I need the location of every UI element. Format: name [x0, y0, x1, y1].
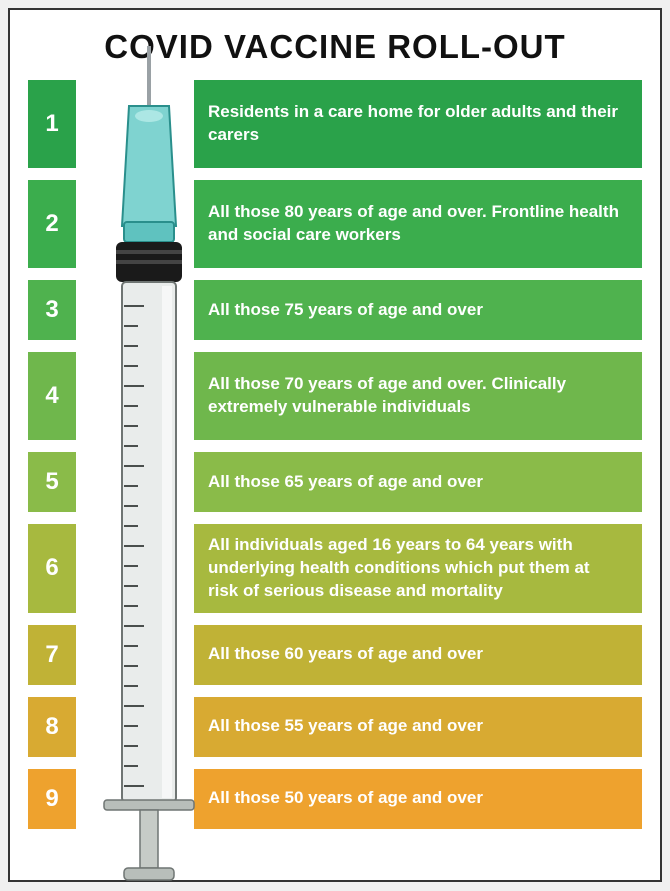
priority-number: 7	[28, 625, 76, 685]
priority-number: 4	[28, 352, 76, 440]
infographic-frame: COVID VACCINE ROLL-OUT	[8, 8, 662, 882]
syringe-gap	[76, 625, 194, 685]
priority-description: All those 65 years of age and over	[194, 452, 642, 512]
priority-row: 3 All those 75 years of age and over	[28, 280, 642, 340]
priority-number: 3	[28, 280, 76, 340]
priority-row: 1 Residents in a care home for older adul…	[28, 80, 642, 168]
syringe-gap	[76, 280, 194, 340]
syringe-gap	[76, 352, 194, 440]
priority-number: 1	[28, 80, 76, 168]
priority-description: All those 60 years of age and over	[194, 625, 642, 685]
priority-description: Residents in a care home for older adult…	[194, 80, 642, 168]
priority-row: 5 All those 65 years of age and over	[28, 452, 642, 512]
priority-row: 7 All those 60 years of age and over	[28, 625, 642, 685]
priority-number: 5	[28, 452, 76, 512]
syringe-gap	[76, 80, 194, 168]
syringe-gap	[76, 697, 194, 757]
syringe-gap	[76, 769, 194, 829]
priority-row: 4 All those 70 years of age and over. Cli…	[28, 352, 642, 440]
syringe-gap	[76, 180, 194, 268]
priority-description: All those 70 years of age and over. Clin…	[194, 352, 642, 440]
priority-description: All those 80 years of age and over. Fron…	[194, 180, 642, 268]
priority-description: All those 55 years of age and over	[194, 697, 642, 757]
syringe-gap	[76, 524, 194, 613]
priority-number: 6	[28, 524, 76, 613]
priority-rows: 1 Residents in a care home for older adul…	[28, 80, 642, 829]
priority-description: All those 75 years of age and over	[194, 280, 642, 340]
syringe-gap	[76, 452, 194, 512]
priority-description: All those 50 years of age and over	[194, 769, 642, 829]
priority-number: 8	[28, 697, 76, 757]
priority-number: 9	[28, 769, 76, 829]
priority-row: 8 All those 55 years of age and over	[28, 697, 642, 757]
priority-number: 2	[28, 180, 76, 268]
priority-row: 9 All those 50 years of age and over	[28, 769, 642, 829]
priority-row: 2 All those 80 years of age and over. Fro…	[28, 180, 642, 268]
priority-row: 6 All individuals aged 16 years to 64 yea…	[28, 524, 642, 613]
page-title: COVID VACCINE ROLL-OUT	[28, 28, 642, 66]
priority-description: All individuals aged 16 years to 64 year…	[194, 524, 642, 613]
